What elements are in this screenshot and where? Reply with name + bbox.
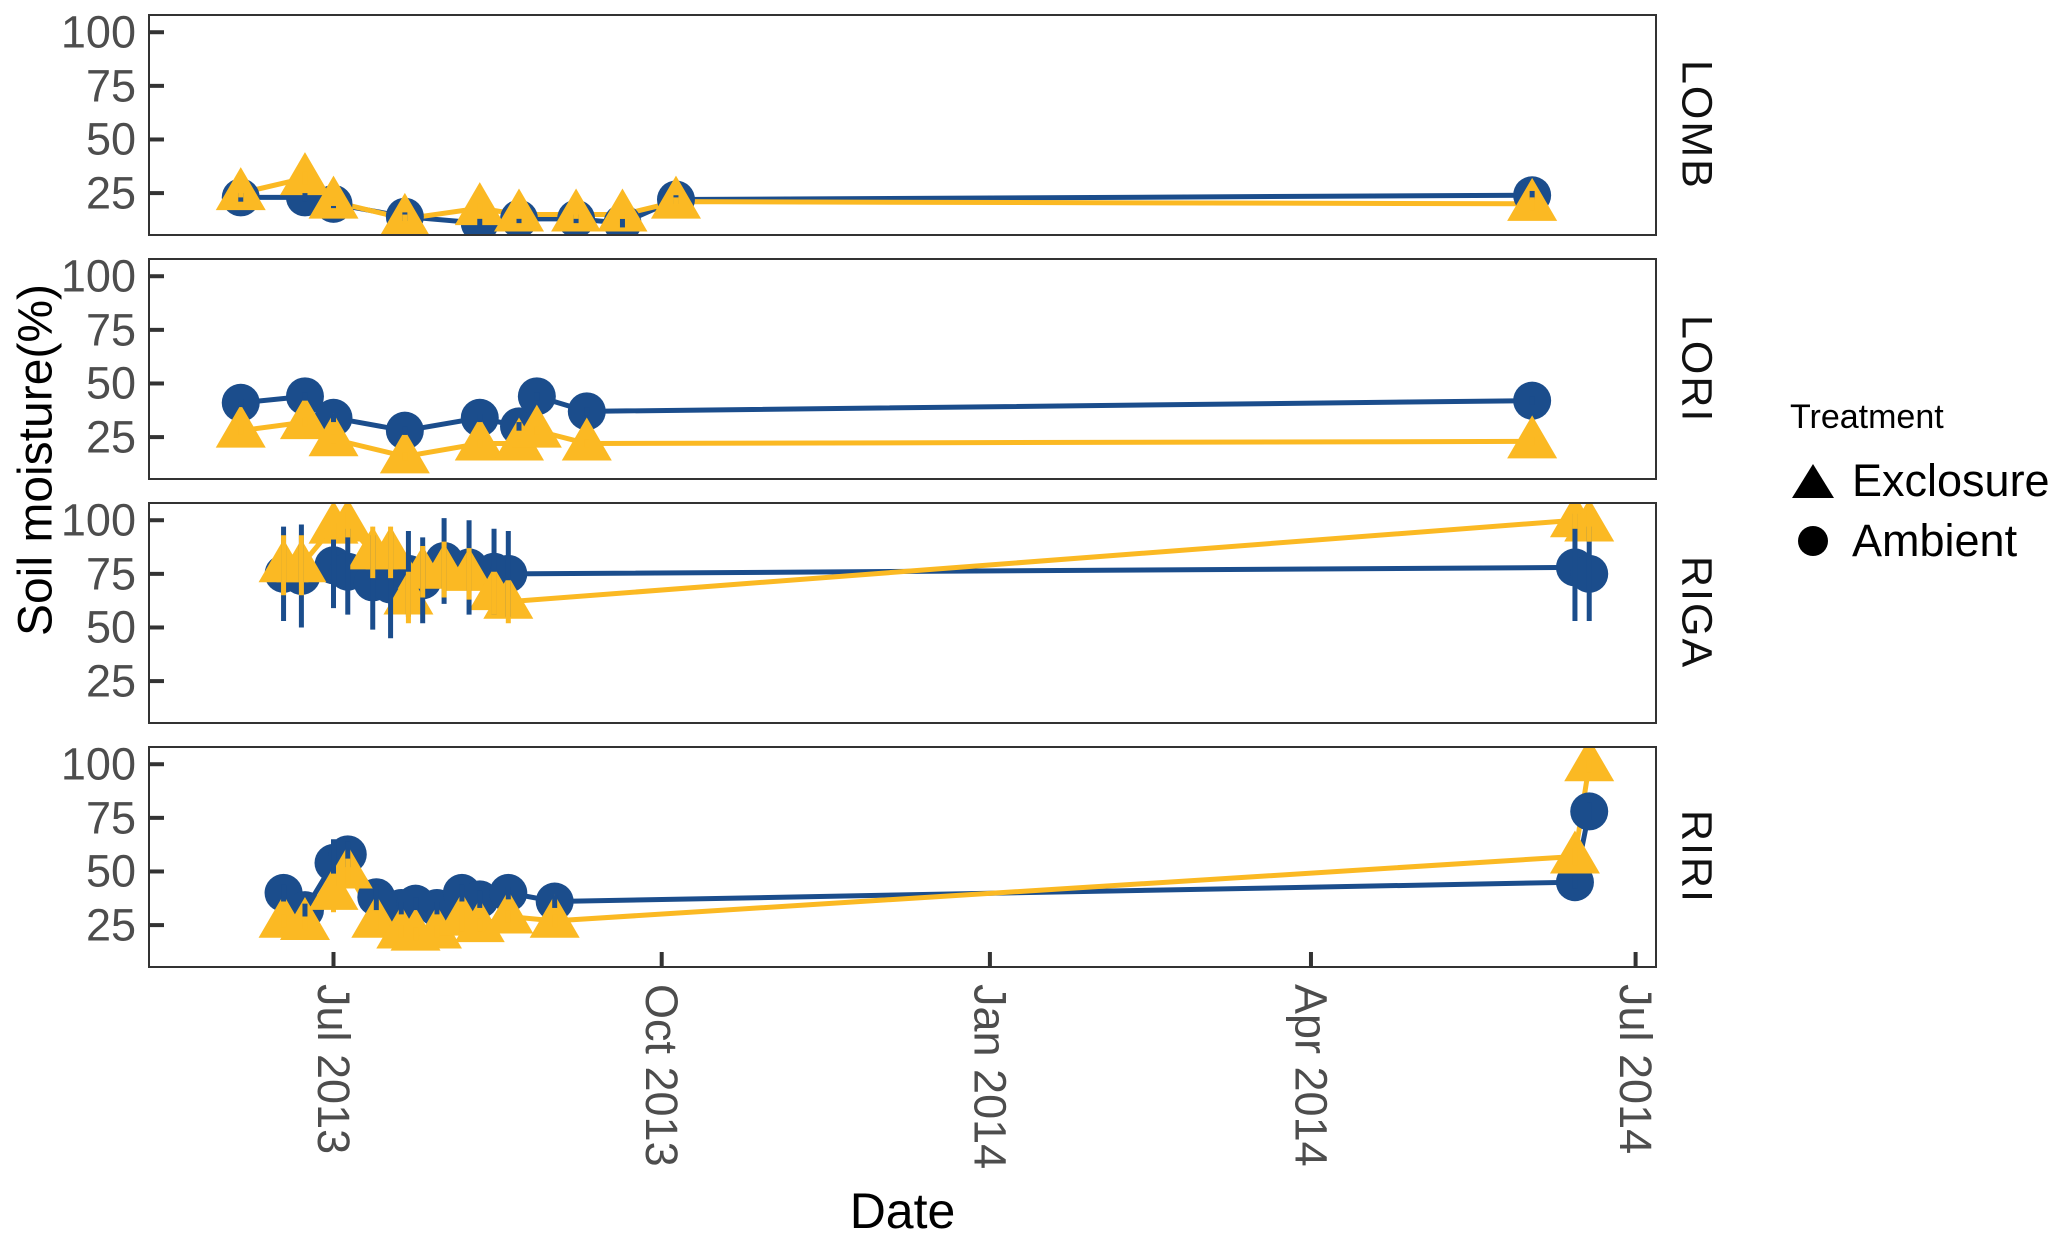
facet-strip-lori: LORI	[1672, 314, 1721, 424]
x-tick-label: Apr 2014	[1285, 984, 1337, 1167]
data-point-exclosure	[494, 188, 545, 232]
series-line-ambient	[240, 192, 1533, 226]
data-point-exclosure	[308, 413, 359, 457]
data-point-exclosure	[215, 404, 266, 448]
data-point-exclosure	[308, 175, 359, 219]
panel-lomb	[148, 14, 1657, 236]
panel-riga	[148, 502, 1657, 724]
panel-plot-riga	[150, 504, 1615, 684]
data-point-exclosure	[561, 417, 612, 461]
y-tick-label: 100	[60, 250, 136, 302]
data-point-exclosure	[215, 167, 266, 211]
y-tick-label: 50	[85, 601, 136, 653]
x-axis-title: Date	[849, 1183, 956, 1239]
x-tick-label: Oct 2013	[636, 984, 688, 1167]
y-tick-label: 25	[85, 167, 136, 219]
y-tick-label: 75	[85, 548, 136, 600]
legend-item-ambient: Ambient	[1790, 511, 2050, 571]
y-tick-label: 50	[85, 357, 136, 409]
facet-strip-riga: RIGA	[1672, 556, 1721, 670]
panel-plot-lomb	[150, 30, 1558, 234]
x-tick-label: Jul 2014	[1610, 984, 1662, 1155]
y-tick-label: 25	[85, 411, 136, 463]
x-tick-label: Jan 2014	[964, 984, 1016, 1170]
data-point-exclosure	[1507, 415, 1558, 459]
y-tick-label: 100	[60, 738, 136, 790]
data-point-exclosure	[511, 404, 562, 448]
data-point-exclosure	[279, 396, 330, 440]
legend-label-ambient: Ambient	[1852, 515, 2018, 566]
legend-label-exclosure: Exclosure	[1852, 455, 2050, 506]
facet-strip-lomb: LOMB	[1672, 60, 1721, 190]
y-tick-label: 75	[85, 60, 136, 112]
data-point-exclosure	[454, 182, 505, 226]
legend-item-exclosure: Exclosure	[1790, 451, 2050, 511]
y-tick-label: 75	[85, 304, 136, 356]
panel-plot-lori	[150, 274, 1558, 474]
facet-strip-riri: RIRI	[1672, 810, 1721, 904]
y-tick-label: 50	[85, 113, 136, 165]
y-tick-label: 75	[85, 792, 136, 844]
y-tick-label: 100	[60, 494, 136, 546]
data-point-exclosure	[551, 188, 602, 232]
panel-riri	[148, 746, 1657, 968]
y-tick-label: 100	[60, 6, 136, 58]
series-line-ambient	[240, 393, 1533, 434]
data-point-exclosure	[597, 188, 648, 232]
x-tick-label: Jul 2013	[308, 984, 359, 1155]
circle-icon	[1790, 518, 1836, 564]
legend-title: Treatment	[1790, 398, 1944, 436]
triangle-icon	[1790, 458, 1836, 504]
y-tick-label: 50	[85, 845, 136, 897]
y-tick-label: 25	[85, 899, 136, 951]
panel-lori	[148, 258, 1657, 480]
legend: Treatment Exclosure Ambient	[1790, 398, 2050, 571]
data-point-exclosure	[379, 430, 430, 474]
panel-plot-riri	[150, 748, 1638, 966]
data-point-exclosure	[454, 417, 505, 461]
y-tick-label: 25	[85, 655, 136, 707]
